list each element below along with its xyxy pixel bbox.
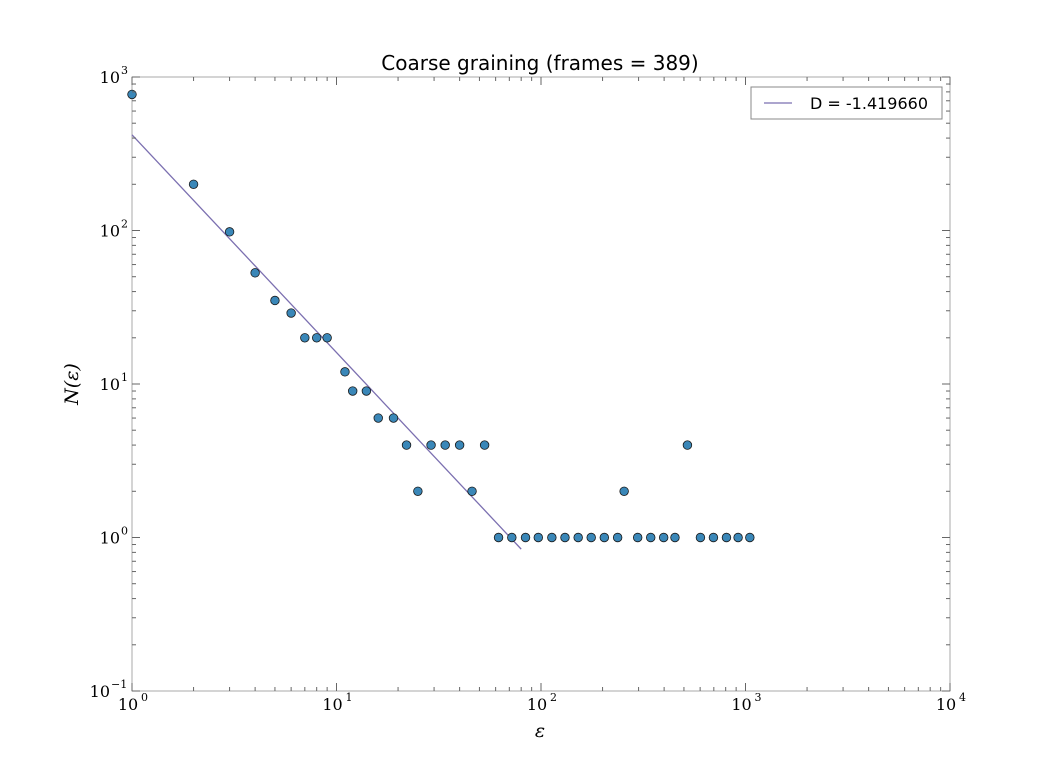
x-tick-label: 10: [322, 695, 342, 714]
y-tick-exponent: 2: [121, 218, 128, 231]
data-point: [670, 532, 680, 543]
x-tick-exponent: 1: [346, 691, 353, 704]
data-point: [300, 333, 310, 343]
data-point: [520, 532, 531, 543]
y-axis-label: N(ε): [61, 363, 83, 406]
data-point: [708, 532, 719, 543]
data-point: [646, 532, 656, 543]
y-tick-label: 10: [100, 68, 120, 87]
y-tick-label: 10: [100, 222, 120, 241]
data-point: [250, 268, 260, 278]
data-point: [733, 532, 743, 543]
x-tick-label: 10: [527, 695, 547, 714]
x-axis-label: ε: [535, 720, 545, 742]
data-point: [560, 532, 570, 543]
data-point: [573, 532, 583, 543]
data-point: [745, 532, 755, 543]
data-point: [586, 532, 596, 543]
chart-title: Coarse graining (frames = 389): [381, 51, 698, 75]
x-tick-exponent: 2: [550, 691, 557, 704]
y-tick-label: 10: [100, 375, 120, 394]
plot-frame: [131, 76, 951, 692]
x-tick-exponent: 3: [755, 691, 762, 704]
data-point: [507, 532, 517, 543]
x-tick-label: 10: [118, 695, 138, 714]
data-point: [440, 440, 450, 450]
data-point: [493, 532, 504, 543]
data-point: [426, 440, 436, 450]
data-point: [188, 179, 199, 189]
y-tick-label: 10: [100, 529, 120, 548]
ticks-layer: 10 0 10 1 10 2 10 3 10 410 −110 010 110 210 3: [90, 64, 966, 714]
data-point: [224, 227, 235, 237]
data-point: [373, 413, 383, 423]
data-point: [467, 486, 477, 496]
data-point: [454, 440, 465, 450]
data-point: [682, 440, 693, 450]
x-tick-exponent: 0: [141, 691, 148, 704]
x-tick-label: 10: [731, 695, 751, 714]
y-tick-exponent: −1: [111, 678, 127, 691]
data-point: [547, 532, 557, 543]
series-layer: [127, 89, 755, 550]
data-point: [721, 532, 732, 543]
data-point: [347, 386, 358, 396]
data-point: [479, 440, 490, 450]
data-point: [599, 532, 610, 543]
legend-label: D = -1.419660: [810, 94, 928, 113]
y-tick-exponent: 3: [121, 64, 128, 77]
data-point: [533, 532, 543, 543]
data-point: [413, 486, 423, 496]
y-tick-exponent: 1: [121, 371, 128, 384]
data-point: [286, 308, 296, 318]
data-point: [401, 440, 412, 450]
data-point: [658, 532, 669, 543]
y-tick-exponent: 0: [121, 525, 128, 538]
data-point: [695, 532, 706, 543]
x-tick-exponent: 4: [959, 691, 966, 704]
data-point: [270, 295, 280, 306]
data-point: [632, 532, 643, 543]
y-tick-label: 10: [90, 682, 110, 701]
data-point: [388, 413, 399, 423]
plot-area: [131, 76, 951, 692]
data-point: [619, 486, 629, 496]
data-point: [612, 532, 623, 543]
data-point: [361, 386, 372, 396]
legend: D = -1.419660: [750, 86, 943, 120]
data-point: [340, 367, 350, 377]
x-tick-label: 10: [936, 695, 956, 714]
data-point: [311, 333, 322, 343]
data-point: [322, 333, 332, 343]
